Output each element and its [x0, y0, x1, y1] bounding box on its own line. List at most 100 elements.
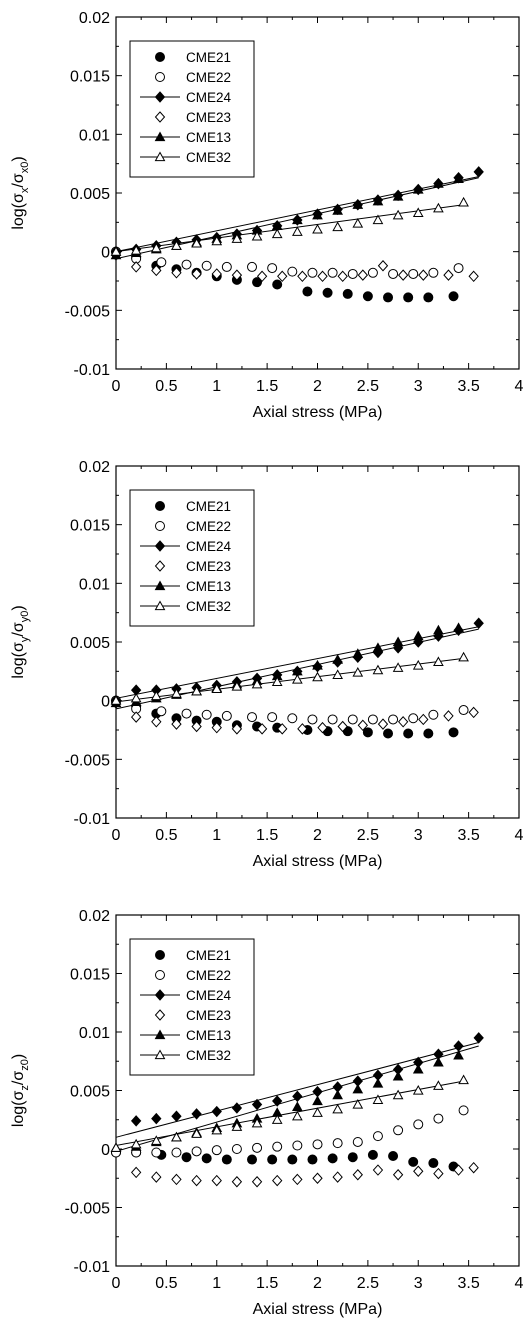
data-point-cme32 [352, 1099, 364, 1109]
legend-label-cme22: CME22 [186, 519, 231, 534]
x-axis-label: Axial stress (MPa) [253, 404, 383, 421]
fit-line-cme24 [115, 626, 479, 699]
data-point-cme21 [347, 1152, 358, 1163]
y-tick-label: 0 [101, 694, 110, 711]
data-point-cme13 [312, 659, 323, 670]
data-point-cme24 [211, 1105, 222, 1118]
data-point-cme22 [347, 714, 358, 725]
legend-marker-cme13 [154, 1029, 166, 1040]
data-point-cme22 [428, 709, 439, 720]
y-axis-label-part: ) [10, 156, 27, 161]
data-point-cme22 [312, 1139, 323, 1150]
data-point-cme13 [392, 190, 404, 201]
y-tick-label: 0 [101, 245, 110, 262]
y-axis-label-part: /σ [10, 173, 27, 187]
data-point-cme22 [413, 1119, 424, 1130]
data-point-cme22 [247, 261, 258, 272]
data-point-cme13 [292, 214, 303, 225]
y-axis-label-part: ) [10, 605, 27, 610]
data-point-cme23 [211, 721, 222, 734]
data-point-cme32 [392, 662, 404, 672]
data-point-cme32 [110, 695, 122, 705]
data-point-cme24 [130, 1115, 142, 1127]
data-point-cme21 [362, 291, 373, 302]
data-point-cme32 [292, 674, 303, 684]
data-point-cme32 [271, 676, 283, 686]
data-point-cme21 [247, 1154, 258, 1165]
y-tick-label: 0.015 [70, 518, 110, 535]
series-cme32 [110, 651, 469, 705]
data-point-cme23 [151, 1171, 162, 1183]
data-point-cme32 [110, 246, 122, 256]
data-point-cme21 [327, 1153, 338, 1164]
data-point-cme23 [468, 1161, 479, 1174]
x-tick-label: 3 [414, 827, 423, 844]
data-point-cme22 [156, 257, 167, 268]
data-point-cme22 [433, 1113, 444, 1124]
series-cme24 [110, 617, 484, 707]
data-point-cme21 [383, 292, 394, 303]
legend-label-cme23: CME23 [186, 110, 231, 125]
data-point-cme24 [473, 166, 484, 178]
data-point-cme23 [397, 716, 409, 728]
data-point-cme22 [252, 1142, 263, 1153]
y-axis-label-part: y0 [19, 611, 31, 623]
data-point-cme21 [383, 728, 394, 739]
legend-label-cme23: CME23 [186, 1008, 231, 1023]
data-point-cme32 [251, 230, 263, 241]
data-point-cme21 [201, 1153, 212, 1164]
data-point-cme32 [130, 1138, 142, 1149]
legend-marker-cme21 [155, 501, 165, 511]
x-tick-label: 2 [313, 827, 322, 844]
data-point-cme13 [453, 173, 464, 184]
data-point-cme13 [372, 195, 384, 206]
legend-box [129, 938, 255, 1076]
legend-label-cme32: CME32 [186, 599, 231, 614]
data-point-cme22 [367, 714, 378, 725]
data-point-cme23 [292, 1173, 303, 1186]
data-point-cme13 [372, 642, 384, 652]
legend-marker-cme13 [154, 131, 166, 142]
data-point-cme13 [352, 199, 364, 209]
data-point-cme32 [211, 235, 223, 246]
data-point-cme32 [150, 690, 162, 701]
data-point-cme13 [412, 1063, 424, 1074]
data-point-cme23 [191, 720, 202, 733]
data-point-cme23 [357, 269, 369, 281]
data-point-cme13 [392, 1070, 404, 1081]
x-tick-label: 1 [212, 378, 221, 395]
x-tick-label: 4 [515, 378, 524, 395]
data-point-cme24 [473, 1032, 484, 1044]
y-axis-label-part: log(σ [10, 193, 27, 230]
data-point-cme32 [312, 671, 323, 682]
data-point-cme22 [307, 714, 318, 725]
data-point-cme23 [231, 269, 243, 281]
legend-marker-cme24 [154, 540, 166, 552]
legend-marker-cme23 [154, 1009, 166, 1021]
data-point-cme22 [388, 268, 399, 279]
legend-marker-cme32 [154, 600, 166, 611]
data-point-cme24 [453, 1040, 464, 1052]
data-point-cme22 [408, 713, 419, 724]
data-point-cme21 [252, 277, 263, 288]
x-tick-label: 3.5 [458, 827, 480, 844]
data-point-cme13 [372, 1077, 384, 1088]
y-axis-label-part: x [19, 187, 31, 193]
data-point-cme32 [433, 202, 444, 213]
data-point-cme32 [171, 688, 182, 698]
data-point-cme21 [423, 292, 434, 303]
data-point-cme32 [458, 196, 469, 207]
data-point-cme23 [372, 1164, 384, 1176]
data-point-cme32 [433, 656, 444, 667]
data-point-cme22 [151, 1147, 162, 1158]
data-point-cme22 [352, 1136, 363, 1147]
data-point-cme23 [377, 718, 389, 730]
data-point-cme21 [302, 286, 313, 297]
chart-panel-2: 0 0.5 1 1.5 2 2.5 3 3.5 4 -0.01 -0.005 0 0.005 0.01 0.… [10, 459, 524, 870]
x-tick-label: 2 [313, 378, 322, 395]
data-point-cme23 [231, 1176, 243, 1188]
data-point-cme23 [332, 1171, 343, 1183]
data-point-cme21 [428, 1158, 439, 1169]
data-point-cme21 [408, 1156, 419, 1167]
